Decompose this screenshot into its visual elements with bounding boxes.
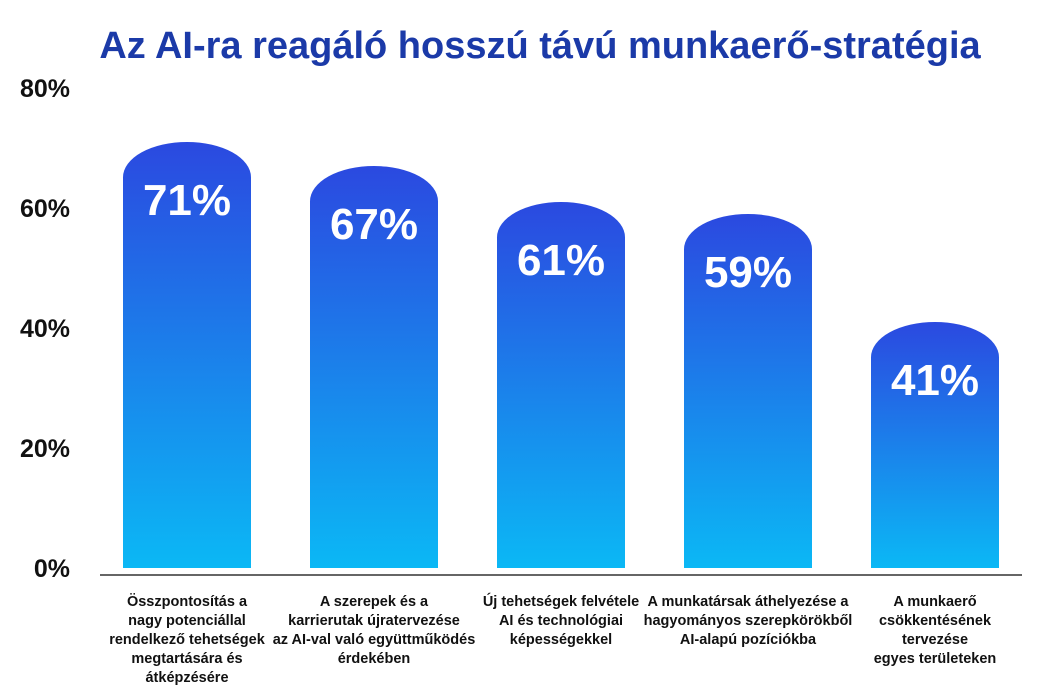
y-tick-label: 80% [20,75,70,103]
x-category-label: A munkatársak áthelyezése a hagyományos s… [644,594,853,648]
x-category-label: Új tehetségek felvétele AI és technológia… [483,592,639,648]
chart-title: Az AI-ra reagáló hosszú távú munkaerő-st… [99,25,981,67]
y-tick-label: 20% [20,435,70,463]
bar [684,213,812,568]
y-tick-label: 40% [20,315,70,343]
bar [310,166,438,568]
x-category-label: Összpontosítás a nagy potenciállal rendelk… [109,593,265,686]
bars: 71% 67% 61% 59% 41% [123,141,999,568]
bar [497,201,625,568]
bar-value-label: 71% [143,176,231,225]
y-tick-label: 60% [20,195,70,223]
x-category-label: A szerepek és a karrierutak újratervezése… [273,594,476,667]
y-tick-label: 0% [34,555,70,583]
bar-value-label: 41% [891,356,979,405]
bar-value-label: 61% [517,236,605,285]
bar-value-label: 67% [330,200,418,249]
bar [871,322,999,568]
y-axis: 0% 20% 40% 60% 80% [20,75,70,583]
x-axis-labels: Összpontosítás a nagy potenciállal rendelk… [109,592,996,686]
bar-value-label: 59% [704,248,792,297]
bar [123,141,251,568]
x-category-label: A munkaerő csökkentésének tervezése egyes t… [874,594,997,667]
